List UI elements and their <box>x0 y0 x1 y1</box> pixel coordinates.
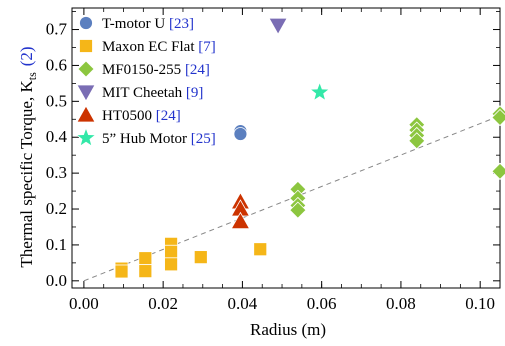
legend-marker <box>79 39 93 53</box>
data-point <box>114 264 129 279</box>
data-point <box>491 162 505 180</box>
trend-line <box>83 115 501 282</box>
legend-label: 5” Hub Motor [25] <box>102 131 216 147</box>
y-tick-label: 0.5 <box>46 91 67 110</box>
x-tick-label: 0.02 <box>148 294 178 313</box>
x-tick-label: 0.06 <box>307 294 337 313</box>
data-point <box>193 250 208 265</box>
legend-series-ref: [23] <box>169 16 194 32</box>
legend-series-name: HT0500 <box>102 108 156 124</box>
y-tick-label: 0.2 <box>46 199 67 218</box>
legend-series-name: T-motor U <box>102 16 169 32</box>
y-axis-title-ref: (2) <box>17 46 36 66</box>
legend-series-ref: [24] <box>156 108 181 124</box>
y-axis-title-text: Thermal specific Torque, Kts (2) <box>17 46 39 267</box>
legend-marker <box>76 105 96 123</box>
y-axis-title-main: Thermal specific Torque, K <box>17 80 36 268</box>
data-point <box>491 108 505 127</box>
data-point <box>230 211 251 229</box>
data-point <box>233 127 248 141</box>
legend-label: MF0150-255 [24] <box>102 62 210 78</box>
y-tick-label: 0.0 <box>46 271 67 290</box>
legend-marker <box>79 16 93 30</box>
data-point <box>253 242 268 257</box>
data-point <box>164 244 178 259</box>
x-tick-label: 0.08 <box>386 294 416 313</box>
legend-series-ref: [24] <box>185 62 210 78</box>
legend-label: HT0500 [24] <box>102 108 181 124</box>
legend-label: T-motor U [23] <box>102 16 194 32</box>
y-axis-title-subscript: ts <box>25 72 39 80</box>
legend-series-name: 5” Hub Motor <box>102 131 191 147</box>
x-tick-label: 0.00 <box>69 294 99 313</box>
legend-series-name: Maxon EC Flat <box>102 39 198 55</box>
data-point <box>268 17 288 36</box>
y-axis-title: Thermal specific Torque, Kts (2) <box>17 46 39 267</box>
x-tick-label: 0.10 <box>465 294 495 313</box>
y-tick-label: 0.7 <box>46 20 68 39</box>
x-axis-title: Radius (m) <box>250 320 326 339</box>
data-point <box>309 81 331 102</box>
legend-label: Maxon EC Flat [7] <box>102 39 216 55</box>
y-tick-label: 0.1 <box>46 235 67 254</box>
data-point <box>289 201 307 219</box>
y-tick-label: 0.4 <box>46 127 68 146</box>
legend-marker <box>75 126 97 148</box>
data-point <box>138 251 153 266</box>
x-tick-label: 0.04 <box>228 294 258 313</box>
y-tick-label: 0.3 <box>46 163 67 182</box>
legend-marker <box>76 84 96 102</box>
data-point <box>164 257 178 272</box>
legend-label: MIT Cheetah [9] <box>102 85 203 101</box>
data-point <box>408 132 426 150</box>
plot-frame <box>71 7 501 289</box>
data-point <box>138 264 153 279</box>
legend-series-name: MF0150-255 <box>102 62 185 78</box>
y-tick-label: 0.6 <box>46 55 67 74</box>
legend-marker <box>77 60 95 78</box>
legend-series-ref: [9] <box>186 85 204 101</box>
legend-series-ref: [25] <box>191 131 216 147</box>
legend-series-ref: [7] <box>198 39 216 55</box>
legend: T-motor U [23] Maxon EC Flat [7] MF0150-25… <box>75 16 216 148</box>
legend-series-name: MIT Cheetah <box>102 85 186 101</box>
